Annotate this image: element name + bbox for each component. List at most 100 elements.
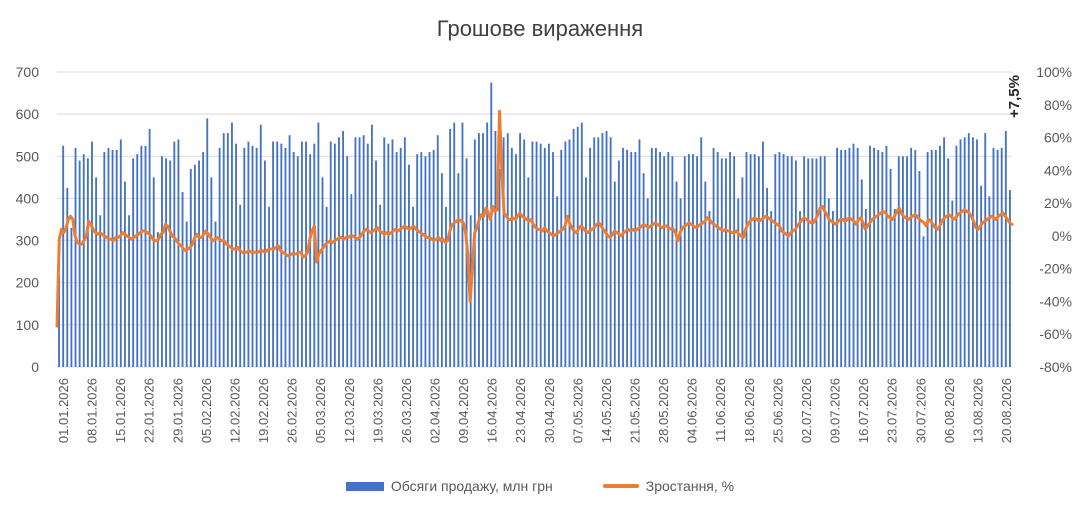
bar <box>803 156 806 367</box>
x-tick-label: 18.06.2026 <box>742 378 757 443</box>
bar <box>741 177 744 367</box>
bar <box>630 152 633 367</box>
bar <box>799 211 801 367</box>
bar <box>478 133 480 367</box>
bar <box>119 139 122 367</box>
bar <box>161 156 163 367</box>
bar <box>601 133 604 367</box>
bar <box>535 141 538 367</box>
bar <box>181 192 184 367</box>
bar <box>502 137 505 367</box>
legend-item-sales[interactable]: Обсяги продажу, млн грн <box>345 478 553 494</box>
y-left-tick-label: 0 <box>31 359 39 375</box>
bar <box>424 156 427 367</box>
bar <box>790 156 793 367</box>
bar <box>963 137 966 367</box>
y-left-tick-label: 300 <box>16 233 40 249</box>
bar <box>836 147 838 367</box>
x-tick-label: 13.08.2026 <box>970 378 985 443</box>
bar <box>622 147 624 367</box>
bar <box>988 196 991 367</box>
y-right-tick-label: -80% <box>1039 359 1072 375</box>
legend-label-growth: Зростання, % <box>645 478 735 494</box>
bar <box>786 156 789 367</box>
bar <box>82 154 85 367</box>
x-tick-label: 05.02.2026 <box>199 378 214 443</box>
y-left-tick-label: 600 <box>16 106 40 122</box>
bar <box>976 139 978 367</box>
x-tick-label: 02.04.2026 <box>428 378 443 443</box>
bar <box>235 143 237 367</box>
x-tick-label: 12.02.2026 <box>228 378 243 443</box>
x-tick-label: 23.07.2026 <box>885 378 900 443</box>
x-tick-label: 30.04.2026 <box>542 378 557 443</box>
bar <box>169 160 172 367</box>
bar <box>243 147 246 367</box>
bar <box>123 181 126 367</box>
legend-item-growth[interactable]: Зростання, % <box>602 478 735 494</box>
bar <box>922 236 925 367</box>
x-tick-label: 23.04.2026 <box>513 378 528 443</box>
bar <box>724 158 727 367</box>
bar <box>552 152 554 367</box>
bar <box>416 154 419 367</box>
bar <box>869 145 871 367</box>
bar <box>580 122 583 367</box>
x-tick-label: 08.01.2026 <box>85 378 100 443</box>
bar <box>531 141 534 367</box>
bar <box>572 128 575 367</box>
bar <box>683 156 686 367</box>
bar <box>827 198 830 367</box>
bar <box>753 154 756 367</box>
bar <box>457 173 460 367</box>
bar <box>947 158 950 367</box>
bar <box>992 147 995 367</box>
bar <box>848 147 851 367</box>
bar <box>222 133 225 367</box>
bar <box>774 154 777 367</box>
bar <box>465 158 468 367</box>
bar <box>778 152 781 367</box>
bar <box>589 147 591 367</box>
x-tick-label: 28.05.2026 <box>656 378 671 443</box>
bar <box>934 149 937 367</box>
bar <box>379 204 382 367</box>
bar <box>268 206 270 367</box>
x-tick-label: 26.03.2026 <box>399 378 414 443</box>
bar <box>391 139 394 367</box>
y-left-tick-label: 400 <box>16 190 40 206</box>
bar <box>449 128 452 367</box>
bar <box>103 152 106 367</box>
bar <box>198 160 200 367</box>
x-tick-label: 16.04.2026 <box>485 378 500 443</box>
bar <box>984 133 987 367</box>
bar <box>115 149 118 367</box>
x-tick-label: 11.06.2026 <box>713 378 728 442</box>
bar <box>556 196 559 367</box>
x-tick-label: 14.05.2026 <box>599 378 614 443</box>
bar <box>177 139 180 367</box>
bar <box>593 137 596 367</box>
y-left-tick-label: 700 <box>16 64 40 80</box>
bar <box>218 147 221 367</box>
bar <box>74 147 77 367</box>
bar <box>231 122 233 367</box>
bar <box>247 141 250 367</box>
bar <box>716 152 719 367</box>
bar <box>490 82 493 367</box>
bar <box>362 135 365 367</box>
bar <box>663 156 666 367</box>
bar <box>193 164 196 367</box>
bar <box>239 204 242 367</box>
bar <box>350 194 353 367</box>
bar <box>819 156 822 367</box>
bar <box>436 135 439 367</box>
bar <box>823 156 826 367</box>
x-tick-label: 29.01.2026 <box>170 378 185 443</box>
bar <box>980 185 983 367</box>
bar <box>482 133 484 367</box>
bar <box>185 221 188 367</box>
x-tick-label: 21.05.2026 <box>628 378 643 443</box>
bar <box>762 141 764 367</box>
bar <box>329 141 332 367</box>
